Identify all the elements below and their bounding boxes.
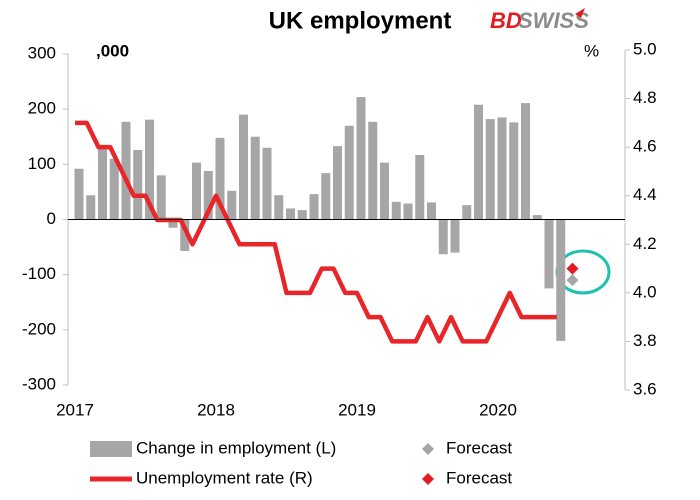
bar — [239, 114, 248, 220]
bar — [344, 125, 354, 220]
chart-title: UK employment — [269, 7, 452, 34]
bar — [497, 117, 507, 220]
legend-label: Unemployment rate (R) — [136, 468, 313, 487]
bar — [521, 103, 530, 220]
bar — [368, 121, 378, 220]
y-tick-label: 200 — [28, 99, 56, 118]
legend-label: Forecast — [446, 438, 512, 457]
bar — [556, 219, 566, 341]
bar — [286, 208, 295, 220]
logo-part: SWISS — [518, 8, 589, 33]
y2-tick-label: 4.6 — [633, 137, 657, 156]
bar — [215, 137, 225, 220]
x-tick-label: 2018 — [197, 400, 235, 419]
bar — [227, 190, 237, 220]
logo-arrow — [575, 8, 585, 18]
y2-tick-label: 3.8 — [633, 331, 657, 350]
logo-part: BD — [490, 8, 522, 33]
y2-tick-label: 4.4 — [633, 185, 657, 204]
bar — [415, 154, 425, 220]
line — [75, 120, 557, 344]
y2-tick-label: 4.8 — [633, 88, 657, 107]
bar — [474, 104, 483, 220]
bar — [509, 122, 519, 220]
bar — [450, 219, 460, 253]
bar — [403, 203, 413, 220]
y-tick-label: 100 — [28, 154, 56, 173]
y-tick-label: 300 — [28, 43, 56, 62]
bar — [544, 219, 554, 289]
legend-swatch — [90, 441, 132, 457]
diamond-marker — [566, 262, 579, 275]
legend-swatch — [422, 473, 434, 485]
bar — [86, 195, 96, 220]
legend-label: Forecast — [446, 468, 512, 487]
bar — [98, 146, 107, 220]
y-tick-label: -100 — [22, 264, 56, 283]
bar — [145, 119, 154, 220]
x-tick-label: 2017 — [56, 400, 94, 419]
bar — [321, 173, 331, 220]
y-tick-label: -200 — [22, 319, 56, 338]
annotation: % — [584, 41, 599, 60]
y-tick-label: 0 — [47, 209, 56, 228]
annotation: ,000 — [96, 41, 129, 60]
bar — [156, 175, 166, 220]
bar — [74, 168, 84, 220]
bar — [485, 119, 495, 220]
bar — [462, 205, 472, 220]
bar — [203, 170, 213, 220]
y2-tick-label: 4.0 — [633, 282, 657, 301]
bar — [133, 149, 143, 220]
bar — [380, 162, 389, 220]
bar — [109, 158, 119, 220]
bar — [356, 97, 366, 220]
bar — [274, 195, 284, 220]
legend-swatch — [422, 443, 434, 455]
bar — [333, 146, 342, 220]
y2-tick-label: 5.0 — [633, 39, 657, 58]
x-tick-label: 2020 — [479, 400, 517, 419]
y-tick-label: -300 — [22, 374, 56, 393]
bar — [427, 202, 436, 220]
bar — [262, 147, 272, 220]
x-tick-label: 2019 — [338, 400, 376, 419]
bar — [180, 219, 190, 251]
bar — [391, 201, 401, 220]
y2-tick-label: 4.2 — [633, 234, 657, 253]
bar — [121, 121, 131, 220]
bar — [532, 215, 542, 220]
legend-label: Change in employment (L) — [136, 438, 336, 457]
bar — [250, 136, 260, 220]
bar — [438, 219, 448, 255]
bar — [168, 219, 178, 228]
bar — [297, 210, 307, 220]
bar — [192, 162, 201, 220]
bar — [309, 194, 319, 220]
y2-tick-label: 3.6 — [633, 379, 657, 398]
diamond-marker — [566, 274, 579, 287]
